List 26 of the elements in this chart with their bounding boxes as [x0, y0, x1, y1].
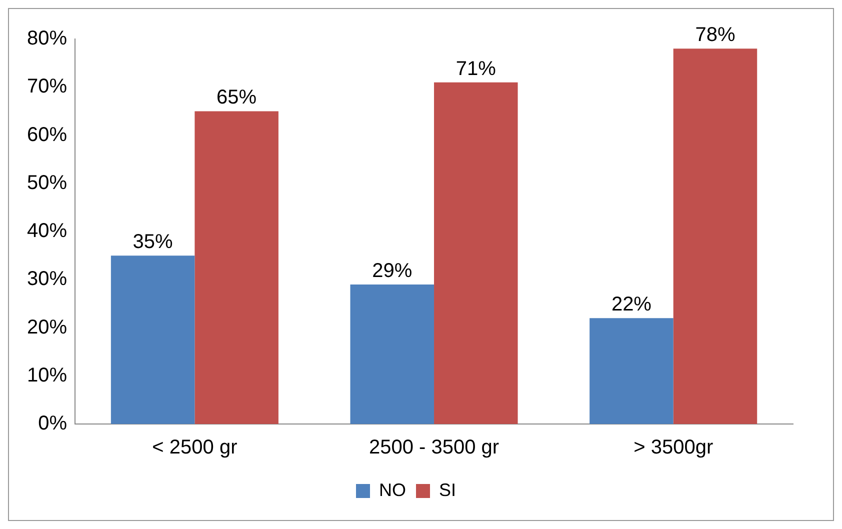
data-label: 29%: [372, 260, 412, 282]
bar: [434, 82, 518, 424]
y-tick-label: 20%: [27, 316, 68, 338]
y-tick-label: 70%: [27, 76, 68, 98]
legend-label: SI: [438, 480, 456, 500]
data-label: 22%: [611, 294, 652, 316]
y-tick-label: 80%: [27, 28, 68, 50]
data-label: 78%: [695, 24, 736, 46]
legend-label: NO: [378, 480, 406, 500]
data-label: 35%: [132, 231, 174, 254]
y-tick-label: 10%: [27, 364, 68, 386]
data-label: 65%: [216, 86, 257, 109]
y-tick-label: 0%: [38, 412, 68, 435]
bar: [194, 111, 278, 424]
y-tick-label: 30%: [27, 268, 68, 290]
bar: [350, 284, 434, 424]
x-tick-label: < 2500 gr: [152, 436, 238, 459]
y-tick-label: 50%: [27, 172, 68, 194]
x-tick-label: > 3500gr: [634, 436, 714, 459]
y-tick-label: 40%: [27, 220, 68, 242]
bar: [590, 318, 674, 424]
x-tick-label: 2500 - 3500 gr: [368, 436, 500, 459]
bar: [673, 48, 758, 424]
data-label: 71%: [456, 58, 496, 80]
y-tick-label: 60%: [27, 124, 68, 146]
bar: [110, 256, 195, 424]
